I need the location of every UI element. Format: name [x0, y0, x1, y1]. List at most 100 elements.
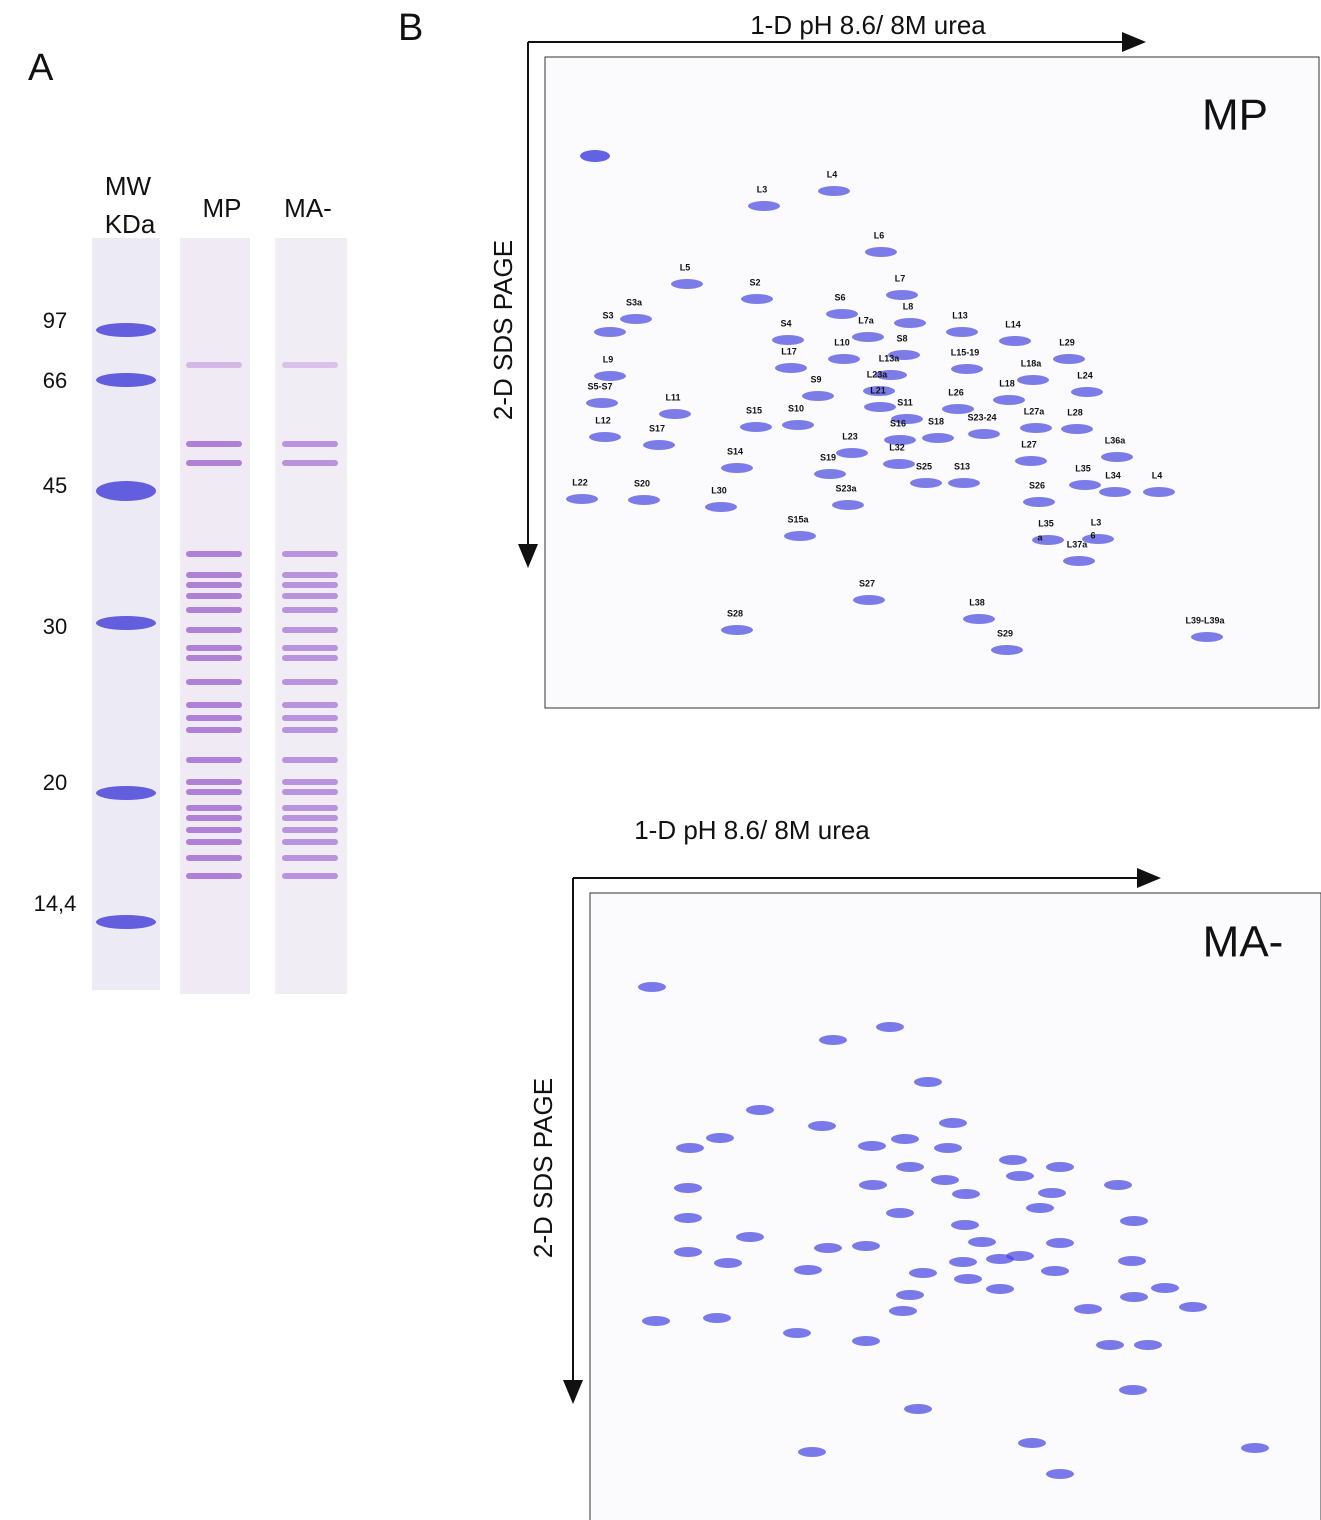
- spot-label: S8: [896, 333, 907, 343]
- spot: [1118, 1256, 1146, 1266]
- lane: [92, 238, 160, 990]
- spot-label: L7a: [858, 315, 875, 325]
- band: [186, 805, 242, 811]
- mw-label: 97: [43, 308, 67, 333]
- spot-label: L36a: [1105, 435, 1127, 445]
- spot: [1101, 452, 1133, 462]
- spot: [891, 1134, 919, 1144]
- spot: [594, 371, 626, 381]
- band: [282, 551, 338, 557]
- spot-label: S15: [746, 405, 762, 415]
- spot: [1143, 487, 1175, 497]
- spot: [620, 314, 652, 324]
- panel-a: A MW KDa MP MA- 97 66 45 30 20 14,4: [28, 47, 347, 994]
- spot: [896, 1290, 924, 1300]
- spot-label: S14: [727, 446, 743, 456]
- band: [282, 655, 338, 661]
- panel-label: B: [398, 7, 423, 49]
- spot: [993, 395, 1025, 405]
- spot: [814, 469, 846, 479]
- axis-label: 1-D pH 8.6/ 8M urea: [750, 10, 986, 40]
- gel-frame: [589, 892, 1321, 1520]
- spot: [671, 279, 703, 289]
- band: [282, 727, 338, 733]
- spot: [748, 201, 780, 211]
- band: [282, 715, 338, 721]
- spot: [674, 1183, 702, 1193]
- spot: [852, 332, 884, 342]
- spot-label: S4: [780, 318, 791, 328]
- band: [96, 915, 156, 929]
- spot-label: S11: [897, 397, 913, 407]
- spot: [951, 1220, 979, 1230]
- spot: [794, 1265, 822, 1275]
- spot: [1099, 487, 1131, 497]
- spot: [1191, 632, 1223, 642]
- spot: [826, 309, 858, 319]
- band: [186, 572, 242, 578]
- spot-label: L3: [757, 184, 768, 194]
- band: [282, 460, 338, 466]
- spot-label: S23a: [835, 483, 857, 493]
- spot: [736, 1232, 764, 1242]
- spot-label: S18: [928, 416, 944, 426]
- spot: [706, 1133, 734, 1143]
- spot-label: L13: [952, 310, 968, 320]
- spot-label: L39-L39a: [1185, 615, 1225, 625]
- spot-label: L23: [842, 431, 858, 441]
- spot: [566, 494, 598, 504]
- spot: [1046, 1238, 1074, 1248]
- spot: [1120, 1292, 1148, 1302]
- spot: [858, 1141, 886, 1151]
- spot-label: L30: [711, 485, 727, 495]
- axis-label: 2-D SDS PAGE: [528, 1078, 558, 1258]
- spot: [1038, 1188, 1066, 1198]
- band: [282, 757, 338, 763]
- spot: [1061, 424, 1093, 434]
- spot-label: S25: [916, 461, 932, 471]
- band: [96, 323, 156, 337]
- mw-label: 30: [43, 614, 67, 639]
- spot-label: L4: [1152, 470, 1163, 480]
- spot: [910, 478, 942, 488]
- spot: [889, 1306, 917, 1316]
- spot: [1241, 1443, 1269, 1453]
- spot-label: S16: [890, 418, 906, 428]
- spot: [784, 531, 816, 541]
- spot-label: L32: [889, 442, 905, 452]
- spot-label: L4: [827, 169, 838, 179]
- spot-label: S3: [602, 310, 613, 320]
- spot: [942, 404, 974, 414]
- spot: [642, 1316, 670, 1326]
- spot: [884, 435, 916, 445]
- spot-label: L18: [999, 378, 1015, 388]
- spot: [875, 370, 907, 380]
- spot: [705, 502, 737, 512]
- spot: [954, 1274, 982, 1284]
- spot: [894, 318, 926, 328]
- spot: [740, 422, 772, 432]
- spot: [1120, 1216, 1148, 1226]
- spot-label: S17: [649, 423, 665, 433]
- spot: [814, 1243, 842, 1253]
- band: [282, 627, 338, 633]
- spot: [853, 595, 885, 605]
- mw-label: 66: [43, 368, 67, 393]
- band: [282, 679, 338, 685]
- spot-label: S20: [634, 478, 650, 488]
- spot: [883, 459, 915, 469]
- spot-label: L3: [1091, 517, 1102, 527]
- spot-label: S13: [954, 461, 970, 471]
- spot: [852, 1241, 880, 1251]
- band: [282, 645, 338, 651]
- spot: [741, 294, 773, 304]
- spot-label: a: [1037, 532, 1043, 542]
- spot: [1026, 1203, 1054, 1213]
- spot: [783, 1328, 811, 1338]
- spot: [876, 1022, 904, 1032]
- spot: [628, 495, 660, 505]
- band: [186, 441, 242, 447]
- spot: [782, 420, 814, 430]
- band: [96, 373, 156, 387]
